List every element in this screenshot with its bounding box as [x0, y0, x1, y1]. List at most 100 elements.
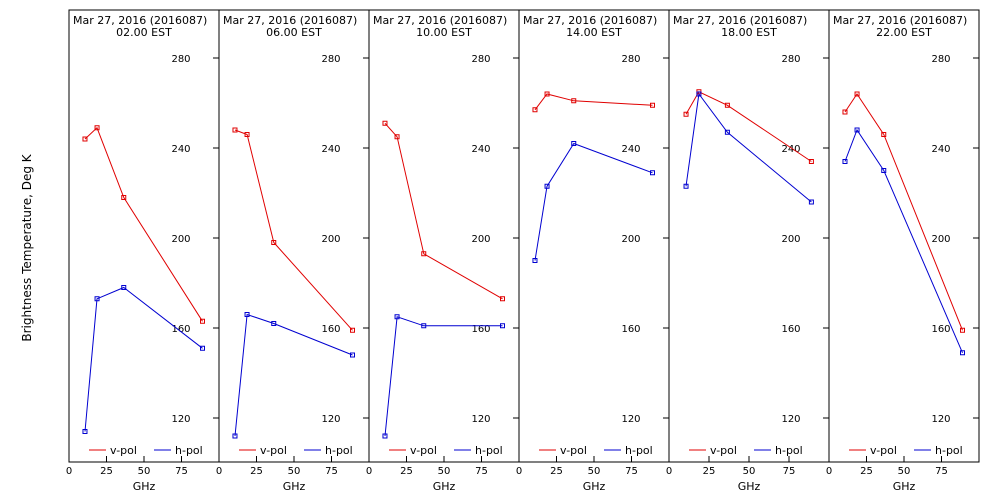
data-point-h-pol [960, 350, 965, 356]
panel-frame [68, 9, 220, 463]
series-line-v-pol [844, 93, 963, 331]
panel-title: Mar 27, 2016 (2016087) [523, 14, 657, 27]
data-point-h-pol [421, 323, 427, 329]
x-axis-label: GHz [283, 480, 306, 493]
x-axis-label: GHz [433, 480, 456, 493]
panel-1: Mar 27, 2016 (2016087)02.00 EST 120 160 200… [66, 9, 220, 493]
data-point-h-pol [394, 314, 400, 320]
data-point-v-pol [244, 132, 250, 137]
data-point-h-pol [350, 352, 355, 358]
series-line-h-pol [844, 128, 963, 353]
data-point-h-pol [808, 199, 814, 205]
data-point-v-pol [382, 120, 388, 126]
y-tick-label: 200 [471, 234, 490, 245]
data-point-h-pol [200, 345, 205, 351]
y-tick-label: 240 [471, 144, 490, 155]
panel-subtitle: 14.00 EST [566, 26, 622, 39]
panel-subtitle: 06.00 EST [266, 26, 322, 39]
x-tick-label: 0 [216, 466, 222, 477]
x-tick-label: 25 [250, 466, 263, 477]
x-tick-label: 25 [860, 466, 873, 477]
legend-label-v-pol: v-pol [260, 444, 287, 457]
series-line-h-pol [534, 142, 653, 261]
panel-frame [218, 9, 370, 463]
legend-label-h-pol: h-pol [625, 444, 653, 457]
x-tick-label: 75 [625, 466, 638, 477]
y-tick-label: 120 [171, 414, 190, 425]
x-tick-label: 25 [703, 466, 716, 477]
y-tick-label: 240 [931, 144, 950, 155]
data-point-h-pol [94, 296, 100, 302]
data-point-h-pol [82, 429, 88, 434]
y-tick-label: 160 [171, 324, 190, 335]
y-tick-label: 280 [471, 54, 490, 65]
x-axis-label: GHz [738, 480, 761, 493]
panel-subtitle: 10.00 EST [416, 26, 472, 39]
y-tick-label: 120 [621, 414, 640, 425]
data-point-v-pol [960, 327, 965, 333]
x-tick-label: 0 [366, 466, 372, 477]
panel-frame [828, 9, 980, 463]
x-tick-label: 50 [438, 466, 451, 477]
panel-2: Mar 27, 2016 (2016087)06.00 EST 120 160 200… [216, 9, 370, 493]
data-point-v-pol [532, 107, 538, 113]
legend-label-v-pol: v-pol [870, 444, 897, 457]
y-tick-label: 120 [931, 414, 950, 425]
panel-subtitle: 02.00 EST [116, 26, 172, 39]
series-line-v-pol [534, 93, 653, 111]
data-point-h-pol [650, 170, 655, 176]
panel-title: Mar 27, 2016 (2016087) [223, 14, 357, 27]
x-tick-label: 0 [66, 466, 72, 477]
panel-title: Mar 27, 2016 (2016087) [73, 14, 207, 27]
x-tick-label: 0 [516, 466, 522, 477]
y-tick-label: 280 [621, 54, 640, 65]
legend-label-v-pol: v-pol [710, 444, 737, 457]
x-tick-label: 0 [666, 466, 672, 477]
series-line-h-pol [384, 316, 503, 437]
data-point-h-pol [683, 183, 689, 189]
data-point-v-pol [808, 159, 814, 164]
y-tick-label: 160 [471, 324, 490, 335]
panel-frame [668, 9, 830, 463]
data-point-v-pol [121, 195, 127, 200]
data-point-h-pol [232, 433, 238, 439]
x-tick-label: 50 [743, 466, 756, 477]
data-point-h-pol [724, 129, 730, 135]
data-point-h-pol [244, 312, 250, 317]
series-line-v-pol [384, 122, 503, 300]
data-point-v-pol [544, 91, 550, 97]
data-point-v-pol [421, 251, 427, 257]
data-point-h-pol [121, 285, 127, 290]
data-point-v-pol [842, 109, 848, 115]
data-point-h-pol [500, 323, 505, 329]
x-tick-label: 50 [138, 466, 151, 477]
panel-title: Mar 27, 2016 (2016087) [833, 14, 967, 27]
series-line-v-pol [234, 129, 353, 331]
panel-title: Mar 27, 2016 (2016087) [673, 14, 807, 27]
x-tick-label: 0 [826, 466, 832, 477]
panel-subtitle: 22.00 EST [876, 26, 932, 39]
x-tick-label: 50 [588, 466, 601, 477]
legend-label-h-pol: h-pol [175, 444, 203, 457]
data-point-v-pol [500, 296, 505, 302]
data-point-v-pol [881, 132, 887, 137]
x-tick-label: 75 [475, 466, 488, 477]
legend-label-h-pol: h-pol [935, 444, 963, 457]
panel-title: Mar 27, 2016 (2016087) [373, 14, 507, 27]
data-point-v-pol [232, 127, 238, 133]
y-tick-label: 240 [321, 144, 340, 155]
y-tick-label: 200 [321, 234, 340, 245]
panel-subtitle: 18.00 EST [721, 26, 777, 39]
y-tick-label: 120 [471, 414, 490, 425]
data-point-v-pol [683, 111, 689, 117]
x-tick-label: 25 [100, 466, 113, 477]
panel-5: Mar 27, 2016 (2016087)18.00 EST 120 160 200… [666, 9, 830, 493]
x-tick-label: 75 [175, 466, 188, 477]
y-tick-label: 280 [171, 54, 190, 65]
y-tick-label: 280 [321, 54, 340, 65]
y-tick-label: 120 [321, 414, 340, 425]
y-tick-label: 240 [621, 144, 640, 155]
y-tick-label: 240 [781, 144, 800, 155]
x-tick-label: 50 [898, 466, 911, 477]
